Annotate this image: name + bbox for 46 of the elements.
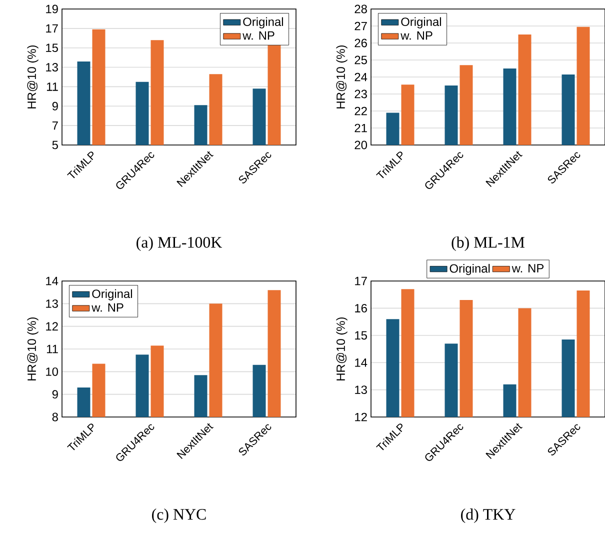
text: (a) ML-100K xyxy=(136,236,222,251)
y-tick-label: 8 xyxy=(52,412,58,422)
y-axis-title: HR@10 (%) xyxy=(336,317,348,380)
y-tick-label: 12 xyxy=(355,412,367,422)
y-tick-label: 7 xyxy=(52,121,58,130)
y-tick-label: 10 xyxy=(46,367,58,376)
y-tick-label: 25 xyxy=(354,56,367,64)
y-tick-label: 13 xyxy=(46,63,58,72)
y-tick-label: 13 xyxy=(46,299,58,308)
legend-label: Original xyxy=(243,17,283,28)
legend-label: Original xyxy=(92,289,132,300)
y-tick-label: 20 xyxy=(354,140,368,150)
y-axis-title: HR@10 (%) xyxy=(336,45,348,108)
y-tick-label: 9 xyxy=(52,102,58,110)
y-axis-title: HR@10 (%) xyxy=(27,317,38,380)
y-tick-label: 11 xyxy=(46,82,58,91)
text: (c) NYC xyxy=(152,508,206,523)
y-tick-label: 11 xyxy=(46,344,58,354)
legend-label: w. NP xyxy=(92,303,124,312)
y-tick-label: 5 xyxy=(52,140,58,150)
y-tick-label: 17 xyxy=(355,276,367,286)
y-tick-label: 28 xyxy=(354,4,367,14)
y-tick-label: 21 xyxy=(354,124,367,132)
y-tick-label: 9 xyxy=(52,390,58,399)
y-tick-label: 17 xyxy=(46,24,58,33)
y-tick-label: 23 xyxy=(354,90,367,98)
y-tick-label: 12 xyxy=(46,322,58,331)
y-tick-label: 26 xyxy=(354,38,367,48)
y-tick-label: 24 xyxy=(354,72,368,82)
y-tick-label: 19 xyxy=(46,4,58,14)
y-tick-label: 15 xyxy=(46,44,58,52)
legend-label: w. NP xyxy=(512,264,544,272)
text: (b) ML-1M xyxy=(452,236,524,251)
y-axis-title: HR@10 (%) xyxy=(27,45,38,108)
y-tick-label: 15 xyxy=(355,331,367,340)
text: (d) TKY xyxy=(461,508,516,523)
y-tick-label: 16 xyxy=(355,304,367,312)
y-tick-label: 14 xyxy=(355,358,368,367)
legend-label: w. NP xyxy=(400,31,432,40)
y-tick-label: 22 xyxy=(354,106,367,116)
legend-label: Original xyxy=(450,264,490,276)
y-tick-label: 27 xyxy=(354,22,367,30)
legend-label: w. NP xyxy=(242,31,274,40)
y-tick-label: 13 xyxy=(355,386,367,394)
legend-label: Original xyxy=(401,17,442,28)
y-tick-label: 14 xyxy=(46,276,58,286)
